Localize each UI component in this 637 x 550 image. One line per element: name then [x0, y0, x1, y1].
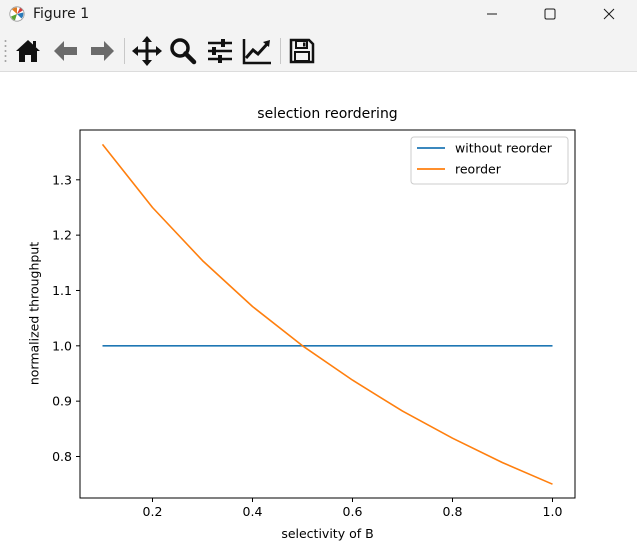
- magnifier-icon: [170, 38, 197, 65]
- home-icon: [16, 40, 40, 62]
- save-button[interactable]: [286, 35, 318, 67]
- figure-canvas[interactable]: [0, 73, 637, 550]
- move-icon: [132, 36, 162, 66]
- arrow-right-icon: [91, 41, 114, 61]
- y-axis-label: normalized throughput: [26, 241, 42, 386]
- minimize-icon: [487, 13, 497, 15]
- maximize-icon: [544, 8, 556, 20]
- forward-button[interactable]: [86, 35, 118, 67]
- sliders-icon: [208, 39, 232, 63]
- matplotlib-logo-icon: [9, 6, 25, 22]
- window-titlebar: Figure 1: [0, 0, 637, 30]
- zoom-button[interactable]: [167, 35, 199, 67]
- toolbar-grip-icon: [4, 40, 7, 62]
- close-icon: [603, 8, 615, 20]
- maximize-button[interactable]: [527, 0, 573, 28]
- floppy-disk-icon: [289, 38, 315, 64]
- close-button[interactable]: [586, 0, 632, 28]
- x-axis-label: selectivity of B: [281, 526, 374, 541]
- pan-button[interactable]: [131, 35, 163, 67]
- chart-title: selection reordering: [257, 106, 398, 122]
- toolbar-separator: [280, 38, 281, 64]
- minimize-button[interactable]: [469, 0, 515, 28]
- navigation-toolbar: [0, 30, 637, 72]
- subplots-button[interactable]: [204, 35, 236, 67]
- edit-axis-button[interactable]: [241, 35, 273, 67]
- toolbar-separator: [124, 38, 125, 64]
- window-title: Figure 1: [33, 6, 90, 22]
- arrow-left-icon: [54, 41, 77, 61]
- back-button[interactable]: [50, 35, 82, 67]
- line-chart-icon: [242, 39, 271, 65]
- home-button[interactable]: [12, 35, 44, 67]
